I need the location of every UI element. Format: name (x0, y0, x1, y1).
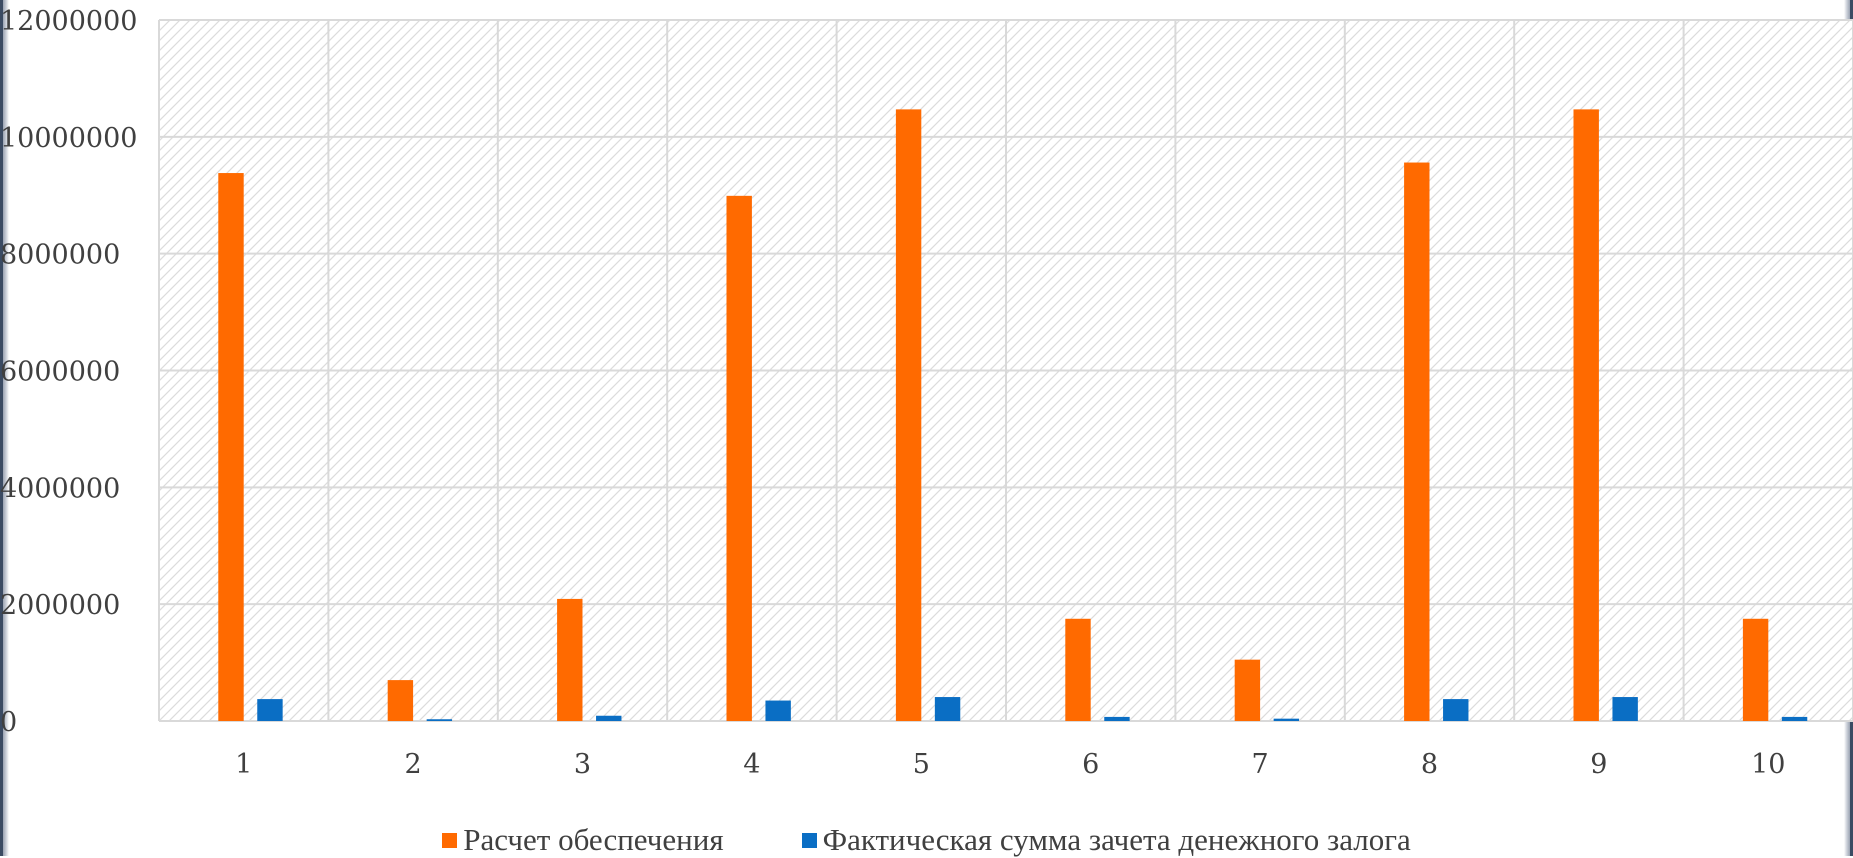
bar-series-2-cat-7 (1273, 718, 1300, 721)
legend-label-series-2: Фактическая сумма зачета денежного залог… (822, 822, 1411, 857)
bar-series-1-cat-8 (1404, 162, 1430, 721)
x-tick-label: 1 (235, 749, 252, 780)
legend-swatch-series-2 (801, 832, 817, 848)
bar-series-2-cat-2 (426, 719, 453, 721)
bar-series-2-cat-4 (765, 700, 791, 721)
bar-series-1-cat-10 (1742, 618, 1769, 721)
x-tick-label: 8 (1421, 749, 1438, 780)
bar-series-1-cat-5 (895, 109, 922, 721)
x-tick-label: 4 (743, 749, 760, 780)
x-tick-label: 10 (1751, 749, 1785, 780)
bar-series-1-cat-2 (387, 680, 414, 721)
bar-series-1-cat-3 (557, 598, 583, 721)
bar-series-2-cat-6 (1104, 716, 1130, 721)
x-tick-label: 5 (913, 749, 930, 780)
bar-series-2-cat-8 (1443, 699, 1469, 721)
x-tick-label: 7 (1252, 749, 1269, 780)
y-tick-label: 2000000 (0, 590, 120, 621)
y-tick-label: 10000000 (0, 123, 137, 154)
bar-series-1-cat-9 (1573, 109, 1599, 721)
y-tick-label: 8000000 (0, 240, 120, 271)
legend-item-series-2: Фактическая сумма зачета денежного залог… (801, 822, 1411, 858)
y-tick-label: 12000000 (0, 6, 137, 37)
x-tick-label: 2 (405, 749, 422, 780)
legend-swatch-series-1 (442, 832, 458, 848)
y-tick-label: 6000000 (0, 357, 120, 388)
y-tick-label: 0 (0, 707, 17, 738)
legend-label-series-1: Расчет обеспечения (463, 822, 724, 857)
bar-series-1-cat-7 (1234, 659, 1261, 721)
bar-series-2-cat-5 (934, 697, 961, 721)
legend-item-series-1: Расчет обеспечения (442, 822, 724, 858)
bar-series-2-cat-1 (257, 699, 283, 721)
bar-series-2-cat-9 (1612, 697, 1638, 721)
y-axis: 0 2000000 4000000 6000000 8000000 10000000 120… (0, 6, 137, 738)
bar-series-1-cat-1 (218, 173, 244, 722)
x-tick-label: 9 (1590, 749, 1607, 780)
y-tick-label: 4000000 (0, 473, 120, 504)
bar-series-1-cat-4 (726, 195, 752, 721)
x-tick-label: 3 (574, 749, 591, 780)
x-axis: 1 2 3 4 5 6 7 8 9 10 (159, 720, 1853, 780)
bar-series-1-cat-6 (1065, 618, 1091, 721)
bar-series-2-cat-10 (1781, 716, 1808, 721)
bar-series-2-cat-3 (596, 715, 622, 721)
x-tick-label: 6 (1082, 749, 1099, 780)
slide-left-border (0, 0, 9, 856)
legend: Расчет обеспечения Фактическая сумма зач… (0, 822, 1853, 858)
bars (218, 109, 1808, 722)
